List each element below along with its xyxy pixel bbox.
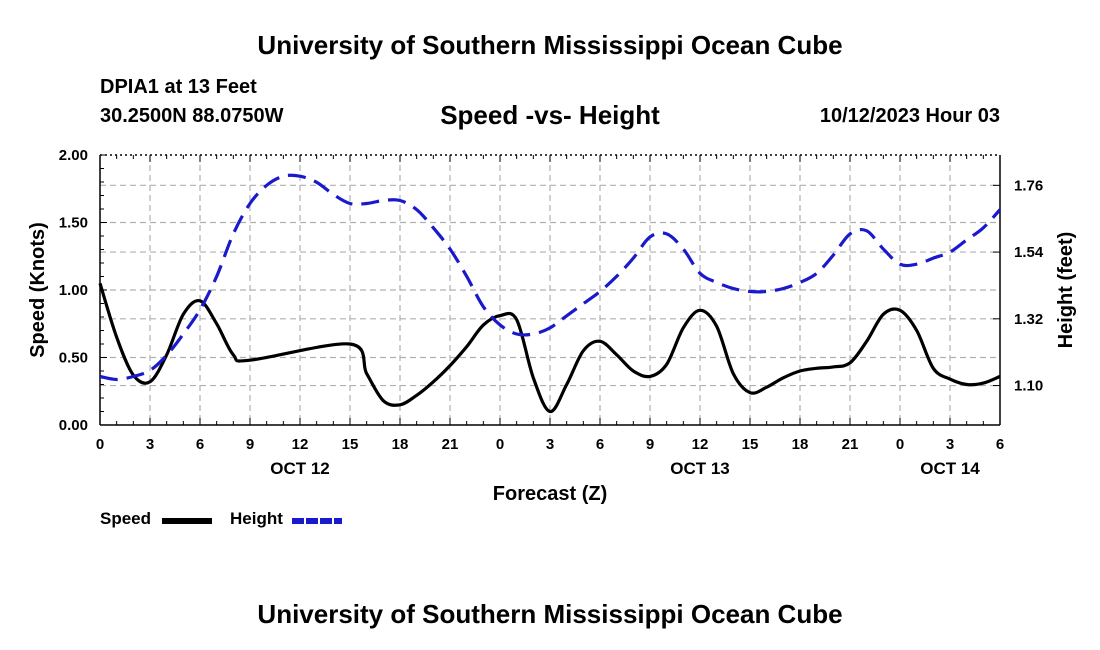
x-tick-label: 9 bbox=[246, 436, 254, 453]
x-tick-label: 18 bbox=[392, 436, 409, 453]
x-tick-label: 21 bbox=[842, 436, 859, 453]
x-tick-label: 12 bbox=[692, 436, 709, 453]
y-tick-label: 0.00 bbox=[59, 417, 88, 434]
x-tick-label: 18 bbox=[792, 436, 809, 453]
x-tick-label: 12 bbox=[292, 436, 309, 453]
y-right-tick-label: 1.10 bbox=[1014, 378, 1043, 395]
y-tick-label: 2.00 bbox=[59, 147, 88, 164]
x-tick-label: 3 bbox=[146, 436, 154, 453]
y-right-tick-label: 1.76 bbox=[1014, 177, 1043, 194]
y-axis-title: Speed (Knots) bbox=[27, 222, 49, 358]
chart-title: University of Southern Mississippi Ocean… bbox=[257, 30, 843, 60]
date-label: OCT 13 bbox=[670, 459, 730, 478]
legend-height-label: Height bbox=[230, 509, 283, 528]
x-tick-label: 6 bbox=[196, 436, 204, 453]
y-tick-label: 1.00 bbox=[59, 282, 88, 299]
legend-speed-label: Speed bbox=[100, 509, 152, 528]
x-tick-label: 3 bbox=[946, 436, 954, 453]
x-tick-label: 21 bbox=[442, 436, 459, 453]
y-tick-label: 0.50 bbox=[59, 350, 88, 367]
x-tick-label: 15 bbox=[342, 436, 359, 453]
y-tick-label: 1.50 bbox=[59, 215, 88, 232]
chart-subtitle: Speed -vs- Height bbox=[440, 100, 660, 130]
y-right-tick-label: 1.32 bbox=[1014, 311, 1043, 328]
x-tick-label: 0 bbox=[496, 436, 504, 453]
station-name: DPIA1 at 13 Feet bbox=[100, 76, 257, 98]
x-axis-title: Forecast (Z) bbox=[493, 483, 607, 505]
speed-series-line bbox=[98, 282, 1001, 414]
x-tick-label: 6 bbox=[996, 436, 1004, 453]
y-axis-title-right: Height (feet) bbox=[1055, 232, 1077, 349]
x-tick-label: 15 bbox=[742, 436, 759, 453]
footer-title: University of Southern Mississippi Ocean… bbox=[257, 599, 843, 629]
forecast-datetime: 10/12/2023 Hour 03 bbox=[819, 105, 1000, 127]
station-coordinates: 30.2500N 88.0750W bbox=[100, 105, 284, 127]
x-tick-label: 6 bbox=[596, 436, 604, 453]
height-series-line bbox=[99, 173, 1002, 382]
date-label: OCT 12 bbox=[270, 459, 330, 478]
x-tick-label: 0 bbox=[96, 436, 104, 453]
y-right-tick-label: 1.54 bbox=[1014, 244, 1044, 261]
date-label: OCT 14 bbox=[920, 459, 980, 478]
x-tick-label: 9 bbox=[646, 436, 654, 453]
x-tick-label: 0 bbox=[896, 436, 904, 453]
x-tick-label: 3 bbox=[546, 436, 554, 453]
